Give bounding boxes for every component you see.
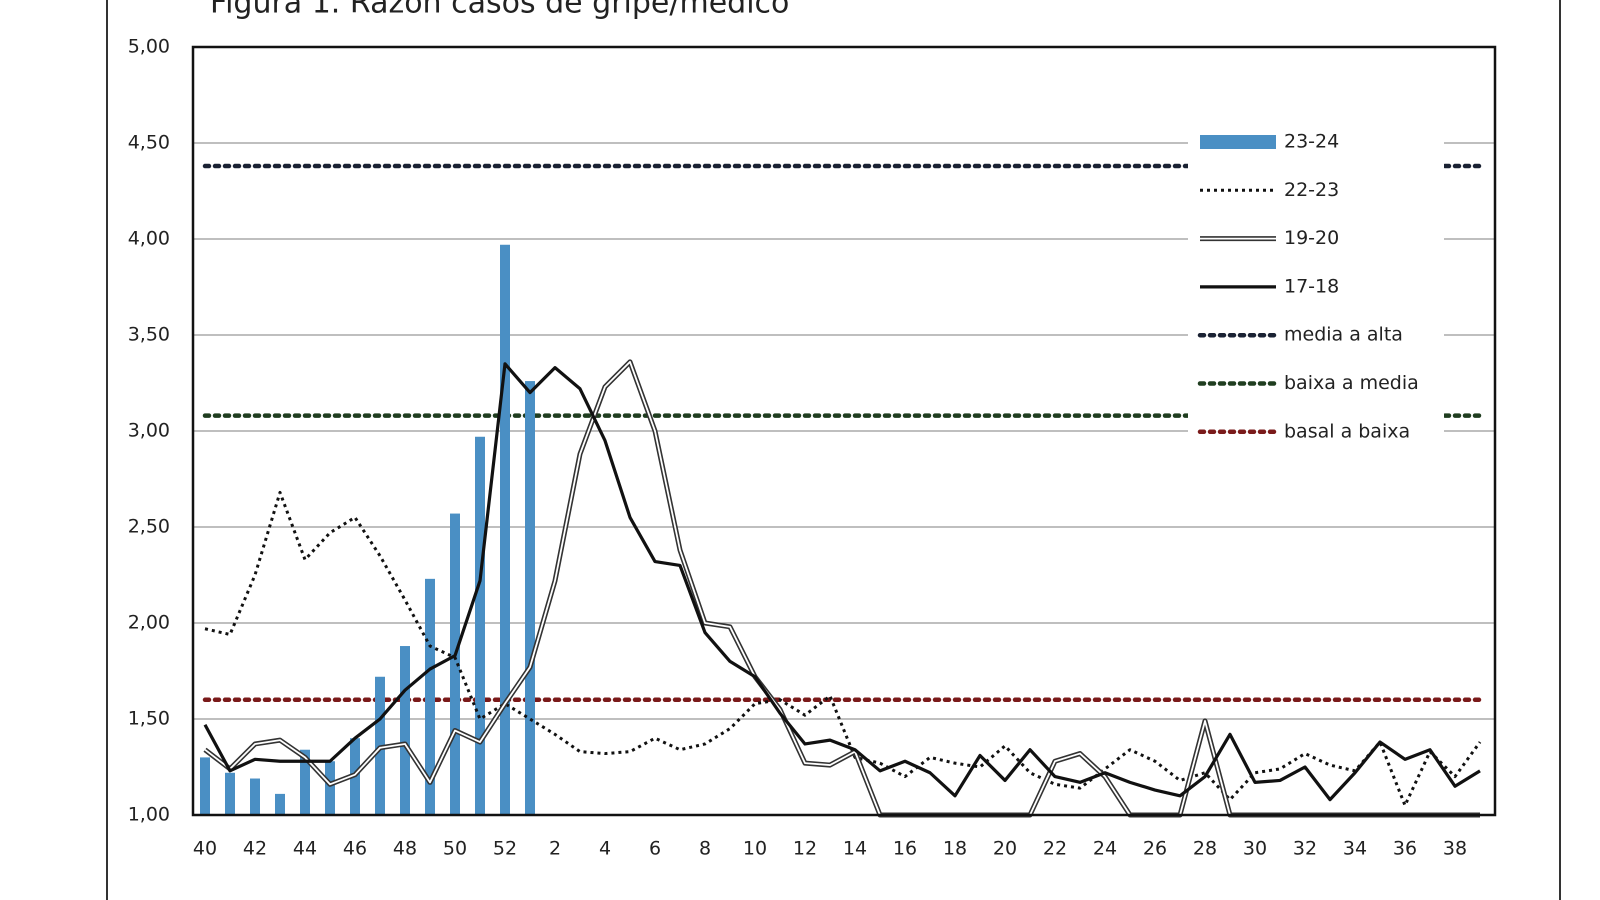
y-tick-label: 5,00 [128,36,170,58]
y-tick-label: 3,50 [128,324,170,346]
x-tick-label: 16 [893,838,917,860]
x-tick-label: 46 [343,838,367,860]
x-tick-label: 32 [1293,838,1317,860]
x-tick-label: 26 [1143,838,1167,860]
legend: 23-24 22-23 19-20 17-18 media a alta baixa a … [1188,122,1444,452]
x-tick-label: 18 [943,838,967,860]
x-tick-label: 42 [243,838,267,860]
bar [300,749,310,815]
legend-label: baixa a media [1284,372,1419,394]
x-tick-label: 50 [443,838,467,860]
plot-border [191,45,1497,817]
x-tick-label: 22 [1043,838,1067,860]
x-tick-label: 2 [549,838,561,860]
x-tick-label: 36 [1393,838,1417,860]
y-tick-label: 1,00 [128,804,170,826]
bar [250,778,260,815]
bar [425,578,435,815]
y-tick-label: 2,50 [128,516,170,538]
x-tick-label: 20 [993,838,1017,860]
bar [525,381,535,815]
chart-title: Figura 1. Razón casos de gripe/médico [210,0,789,21]
bar [450,513,460,815]
x-tick-label: 14 [843,838,867,860]
bar [475,436,485,815]
x-tick-label: 40 [193,838,217,860]
x-tick-label: 30 [1243,838,1267,860]
x-tick-label: 52 [493,838,517,860]
bar [200,757,210,815]
legend-label: basal a baixa [1284,420,1410,442]
legend-label: 22-23 [1284,179,1339,201]
y-tick-label: 1,50 [128,708,170,730]
legend-label: 17-18 [1284,275,1339,297]
x-tick-label: 48 [393,838,417,860]
y-tick-label: 3,00 [128,420,170,442]
bar [275,793,285,815]
y-tick-label: 4,50 [128,132,170,154]
x-tick-label: 12 [793,838,817,860]
x-tick-label: 4 [599,838,611,860]
x-tick-label: 24 [1093,838,1117,860]
x-tick-label: 38 [1443,838,1467,860]
x-tick-label: 8 [699,838,711,860]
bar [500,244,510,815]
x-tick-label: 44 [293,838,317,860]
x-tick-label: 34 [1343,838,1367,860]
y-tick-label: 4,00 [128,228,170,250]
y-tick-label: 2,00 [128,612,170,634]
x-tick-label: 10 [743,838,767,860]
bar [225,772,235,815]
line-series [203,362,1481,802]
bar [400,646,410,815]
bar [325,761,335,815]
legend-swatch [1200,135,1276,149]
x-tick-label: 28 [1193,838,1217,860]
legend-label: 23-24 [1284,131,1339,153]
legend-label: media a alta [1284,324,1403,346]
legend-label: 19-20 [1284,227,1339,249]
x-tick-label: 6 [649,838,661,860]
